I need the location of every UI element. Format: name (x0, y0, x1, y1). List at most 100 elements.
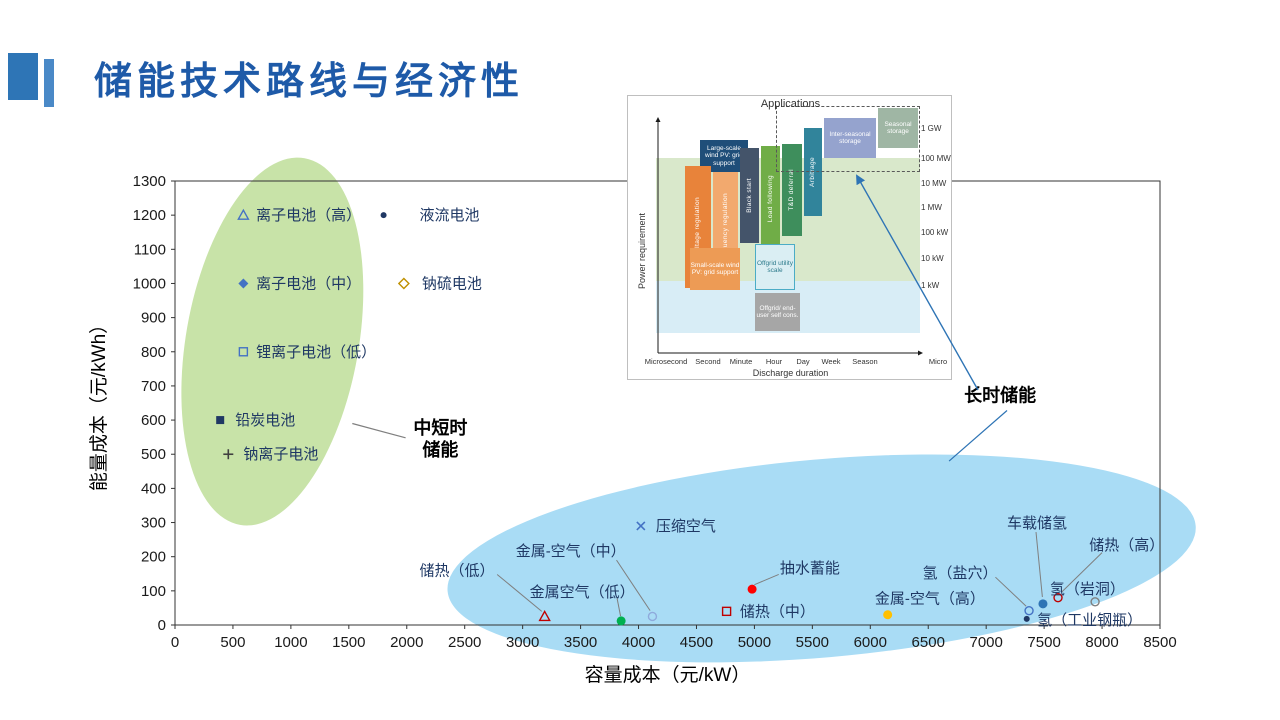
x-axis-title: 容量成本（元/kW） (585, 664, 751, 686)
scatter-point (616, 616, 626, 626)
leader-line (754, 573, 779, 586)
x-tick-label: 1000 (274, 634, 307, 651)
point-label: 锂离子电池（低） (256, 344, 376, 361)
leader-line (995, 576, 1027, 607)
inset-x-tick-text: Second (695, 357, 721, 366)
x-tick-label: 5500 (796, 634, 829, 651)
inset-x-tick-text: Hour (765, 357, 783, 366)
inset-power-label: 1 GW (921, 124, 941, 133)
x-tick-label: 0 (171, 634, 179, 651)
marker-shape (883, 610, 893, 620)
inset-box-seasonal-storage: Seasonal storage (878, 108, 918, 148)
scatter-point (238, 278, 249, 289)
scatter-point (1024, 605, 1034, 616)
inset-power-label-text: 1 GW (921, 124, 942, 133)
point-label: 压缩空气 (656, 518, 716, 535)
scatter-point (216, 416, 225, 425)
marker-shape (538, 610, 551, 622)
point-label: 储热（高） (1089, 537, 1164, 554)
inset-x-tick: Microsecond (638, 357, 694, 366)
leader-line (1061, 552, 1103, 593)
inset-x-tick-text: Day (796, 357, 810, 366)
y-tick-label: 1300 (133, 173, 166, 190)
leader-line (1035, 532, 1043, 598)
group-ellipse-1 (181, 157, 364, 526)
y-tick-label: 1000 (133, 275, 166, 292)
y-tick-label: 100 (141, 583, 166, 600)
marker-shape (1024, 605, 1034, 616)
group-ellipse-2 (447, 454, 1196, 663)
point-label: 钠硫电池 (422, 275, 482, 292)
inset-box-offgrid-end-user-self-cons: Offgrid/ end-user self cons. (755, 293, 800, 331)
x-tick-label: 8000 (1085, 634, 1118, 651)
marker-shape (1053, 592, 1063, 603)
group-connector (352, 422, 406, 439)
point-label: 储热（中） (740, 603, 815, 620)
scatter-point (721, 606, 732, 617)
inset-box-inter-seasonal-storage: Inter-seasonal storage (824, 118, 876, 158)
y-tick-label: 200 (141, 549, 166, 566)
marker-shape (380, 212, 387, 219)
x-tick-label: 4000 (622, 634, 655, 651)
page-title: 储能技术路线与经济性 (94, 61, 525, 103)
scatter-point (883, 610, 893, 620)
inset-box-seasonal-storage-text: Seasonal storage (884, 120, 912, 135)
x-tick-label: 6500 (912, 634, 945, 651)
point-label: 抽水蓄能 (780, 560, 840, 577)
inset-x-tick: Week (803, 357, 859, 366)
inset-box-arbitrage: Arbitrage (804, 128, 822, 216)
inset-box-small-scale-wind-pv-grid-sup-text: Small-scale wind PV: grid support (690, 261, 740, 276)
marker-shape (238, 347, 249, 357)
inset-box-large-scale-wind-pv-grid-sup-text: Large-scale wind PV: grid support (704, 144, 744, 167)
marker-shape (616, 616, 626, 626)
inset-x-axis-label-text: Discharge duration (752, 368, 829, 378)
scatter-point (1023, 615, 1030, 622)
y-tick-label: 1200 (133, 207, 166, 224)
scatter-point (636, 521, 646, 531)
scatter-point (237, 208, 250, 220)
marker-shape (1023, 615, 1030, 622)
point-label: 离子电池（中） (256, 275, 361, 292)
inset-x-tick: Day (775, 357, 831, 366)
x-tick-label: 4500 (680, 634, 713, 651)
title-accent-bar (44, 59, 54, 107)
y-tick-label: 900 (141, 310, 166, 327)
x-tick-label: 7500 (1027, 634, 1060, 651)
x-tick-label: 500 (220, 634, 245, 651)
x-tick-label: 7000 (969, 634, 1002, 651)
x-tick-label: 8500 (1143, 634, 1176, 651)
inset-box-offgrid-end-user-self-cons-text: Offgrid/ end-user self cons. (756, 304, 799, 319)
inset-x-tick: Hour (746, 357, 802, 366)
inset-box-inter-seasonal-storage-text: Inter-seasonal storage (829, 130, 871, 145)
scatter-point (1053, 592, 1063, 603)
scatter-point (747, 584, 757, 594)
inset-box-load-following: Load following (761, 146, 780, 251)
x-tick-label: 3000 (506, 634, 539, 651)
scatter-point (1090, 597, 1100, 607)
scatter-point (1038, 599, 1048, 609)
inset-title-text: Applications (760, 98, 821, 110)
marker-shape (397, 277, 410, 290)
marker-shape (636, 521, 646, 531)
marker-shape (647, 611, 658, 622)
leader-line (616, 559, 651, 611)
x-tick-label: 1500 (332, 634, 365, 651)
scatter-point (397, 277, 410, 290)
applications-inset-figure: Large-scale wind PV: grid support Voltage… (627, 95, 952, 380)
inset-x-axis-label: Discharge duration (628, 368, 953, 378)
group-connector (948, 410, 1008, 462)
point-label: 车载储氢 (1007, 515, 1067, 532)
long-duration-dashed-box (776, 106, 920, 172)
y-tick-label: 0 (158, 617, 166, 634)
group-label: 长时储能 (964, 384, 1036, 405)
inset-x-tick-text: Microsecond (644, 357, 688, 366)
y-tick-label: 700 (141, 378, 166, 395)
marker-shape (1038, 599, 1048, 609)
inset-box-t-d-deferral: T&D deferral (782, 144, 802, 236)
marker-shape (721, 606, 732, 617)
scatter-point (380, 212, 387, 219)
marker-shape (1090, 597, 1100, 607)
group-label: 中短时 (413, 417, 467, 438)
